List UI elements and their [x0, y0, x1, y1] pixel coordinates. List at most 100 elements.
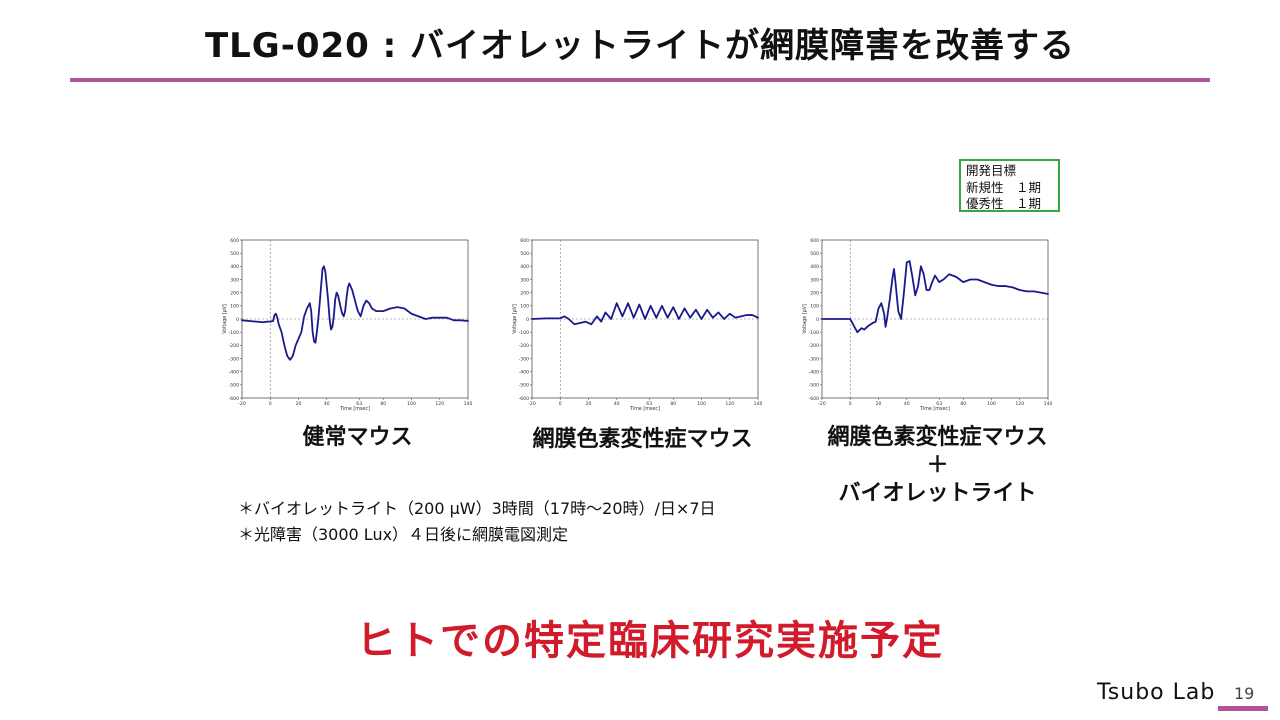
note-line: ＊バイオレットライト（200 μW）3時間（17時〜20時）/日×7日	[238, 499, 716, 518]
x-tick-label: 40	[324, 401, 330, 407]
x-tick-label: 63	[356, 401, 362, 407]
x-tick-label: 40	[904, 401, 910, 407]
x-tick-label: 20	[586, 401, 592, 407]
y-tick-label: 600	[230, 238, 239, 244]
x-axis-label: Time [msec]	[629, 406, 660, 412]
slide-title: TLG-020 : バイオレットライトが網膜障害を改善する	[204, 26, 1076, 66]
y-tick-label: -100	[519, 330, 530, 336]
erg-chart-normal: 600 500 400 300 200 100 0 -100 -200 -300 -400 -500-…	[220, 234, 473, 412]
y-tick-label: -300	[519, 356, 530, 362]
erg-trace	[821, 260, 1049, 334]
title-underline	[70, 78, 1210, 82]
y-tick-label: 600	[810, 238, 819, 244]
target-box-line: 新規性 １期	[966, 179, 1042, 195]
x-tick-label: -20	[238, 401, 246, 407]
panel-label-line: 健常マウス	[302, 425, 413, 450]
y-tick-label: 100	[520, 304, 529, 310]
y-tick-label: 400	[810, 264, 819, 270]
panel-label-line: 網膜色素変性症マウス	[827, 425, 1048, 450]
y-tick-label: -600	[809, 396, 820, 402]
x-tick-label: 140	[464, 401, 473, 407]
y-tick-label: -200	[519, 343, 530, 349]
y-tick-label: 100	[230, 304, 239, 310]
x-tick-label: 120	[1015, 401, 1024, 407]
y-tick-label: 200	[810, 290, 819, 296]
x-axis-label: Time [msec]	[339, 406, 370, 412]
y-tick-label: 600	[520, 238, 529, 244]
development-target-box: 開発目標 新規性 １期 優秀性 １期	[959, 159, 1060, 212]
clinical-study-message: ヒトでの特定臨床研究実施予定	[356, 618, 944, 664]
erg-trace	[241, 265, 469, 361]
target-box-line: 開発目標	[966, 163, 1017, 178]
panel-label-normal: 健常マウス	[250, 424, 465, 452]
y-tick-label: -400	[519, 369, 530, 375]
y-tick-label: 500	[520, 251, 529, 257]
y-tick-label: 300	[520, 277, 529, 283]
x-tick-label: 0	[269, 401, 272, 407]
erg-trace	[531, 302, 759, 326]
erg-chart-svg: 6005004003002001000-100-200-300-400-500-…	[802, 238, 1053, 412]
experiment-notes: ＊バイオレットライト（200 μW）3時間（17時〜20時）/日×7日 ＊光障害…	[238, 496, 716, 548]
x-tick-label: 0	[849, 401, 852, 407]
y-axis-label: Voltage [μV]	[512, 304, 518, 334]
y-tick-label: 100	[810, 304, 819, 310]
x-tick-label: 0	[559, 401, 562, 407]
x-tick-label: -20	[528, 401, 536, 407]
x-tick-label: 140	[1044, 401, 1053, 407]
x-tick-label: 40	[614, 401, 620, 407]
tsubo-lab-logo: Tsubo Lab	[1097, 680, 1216, 705]
erg-chart-rp: 600 500 400 300 200 100 0 -100 -200 -300 -400 -500-…	[510, 234, 763, 412]
x-tick-label: 80	[960, 401, 966, 407]
y-tick-label: -100	[809, 330, 820, 336]
x-tick-label: 20	[876, 401, 882, 407]
x-tick-label: -20	[818, 401, 826, 407]
x-tick-label: 120	[435, 401, 444, 407]
erg-chart-svg: 6005004003002001000-100-200-300-400-500-…	[512, 238, 763, 412]
x-tick-label: 63	[646, 401, 652, 407]
panel-label-line: ＋	[926, 453, 949, 478]
y-tick-label: -500	[809, 383, 820, 389]
y-tick-label: -400	[229, 369, 240, 375]
y-tick-label: 400	[520, 264, 529, 270]
x-tick-label: 100	[987, 401, 996, 407]
target-box-line: 優秀性 １期	[966, 196, 1042, 211]
x-tick-label: 63	[936, 401, 942, 407]
y-tick-label: -300	[809, 356, 820, 362]
y-tick-label: 200	[230, 290, 239, 296]
x-tick-label: 80	[670, 401, 676, 407]
y-tick-label: -500	[519, 383, 530, 389]
y-tick-label: 300	[810, 277, 819, 283]
x-axis-label: Time [msec]	[919, 406, 950, 412]
y-tick-label: -300	[229, 356, 240, 362]
panel-label-rp: 網膜色素変性症マウス	[515, 426, 770, 454]
y-tick-label: -200	[809, 343, 820, 349]
y-tick-label: 300	[230, 277, 239, 283]
x-tick-label: 120	[725, 401, 734, 407]
x-tick-label: 20	[296, 401, 302, 407]
y-axis-label: Voltage [μV]	[222, 304, 228, 334]
panel-label-line: バイオレットライト	[838, 481, 1037, 506]
y-tick-label: 0	[526, 317, 529, 323]
y-tick-label: -600	[229, 396, 240, 402]
x-tick-label: 80	[380, 401, 386, 407]
erg-chart-rp-violet: 600 500 400 300 200 100 0 -100 -200 -300 -400 -500-…	[800, 234, 1053, 412]
x-tick-label: 100	[407, 401, 416, 407]
y-tick-label: -100	[229, 330, 240, 336]
y-tick-label: -200	[229, 343, 240, 349]
y-tick-label: 500	[810, 251, 819, 257]
y-tick-label: 0	[236, 317, 239, 323]
y-tick-label: -500	[229, 383, 240, 389]
y-tick-label: 200	[520, 290, 529, 296]
y-tick-label: 0	[816, 317, 819, 323]
panel-label-rp-violet: 網膜色素変性症マウス ＋ バイオレットライト	[805, 424, 1070, 508]
x-tick-label: 140	[754, 401, 763, 407]
erg-chart-svg: 6005004003002001000-100-200-300-400-500-…	[222, 238, 473, 412]
page-number-bar	[1218, 706, 1268, 711]
note-line: ＊光障害（3000 Lux）４日後に網膜電図測定	[238, 525, 569, 544]
page-number: 19	[1234, 684, 1255, 703]
y-tick-label: -600	[519, 396, 530, 402]
y-tick-label: 400	[230, 264, 239, 270]
y-axis-label: Voltage [μV]	[802, 304, 808, 334]
y-tick-label: 500	[230, 251, 239, 257]
y-tick-label: -400	[809, 369, 820, 375]
